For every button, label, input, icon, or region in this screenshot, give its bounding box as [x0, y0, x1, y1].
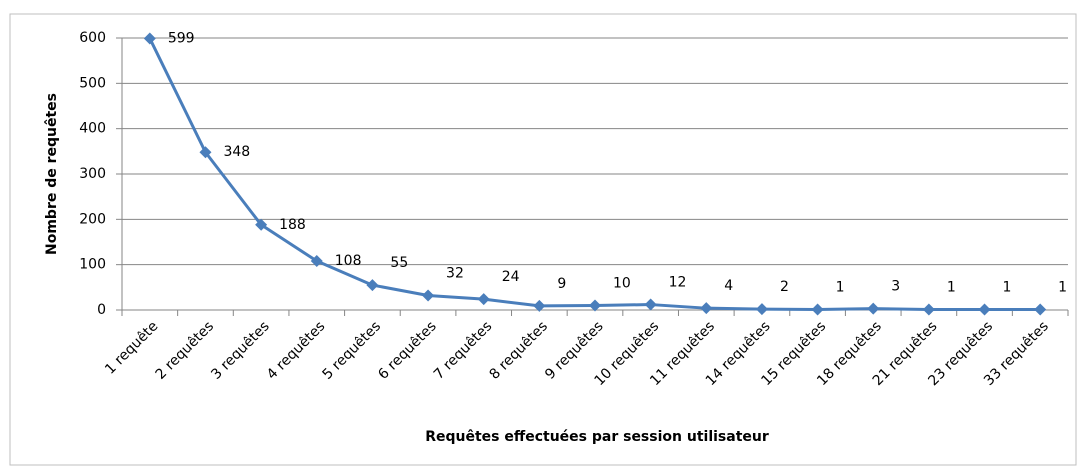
data-label: 599 [168, 30, 195, 46]
data-label: 348 [223, 144, 250, 160]
data-point [422, 289, 435, 302]
data-label: 1 [1003, 280, 1012, 296]
y-tick-label: 500 [79, 75, 106, 91]
data-label: 12 [669, 275, 687, 291]
data-point [310, 255, 323, 268]
data-point [700, 302, 713, 315]
data-point [143, 32, 156, 45]
data-point [533, 299, 546, 312]
y-tick-label: 600 [79, 30, 106, 46]
data-label: 1 [1058, 280, 1067, 296]
y-tick-label: 300 [79, 166, 106, 182]
data-point [1034, 303, 1047, 316]
y-tick-label: 400 [79, 121, 106, 137]
data-point [366, 279, 379, 292]
data-label: 1 [836, 280, 845, 296]
y-axis-title: Nombre de requêtes [44, 93, 60, 255]
data-label: 32 [446, 265, 464, 281]
data-point [867, 302, 880, 315]
data-point [199, 146, 212, 159]
data-point [978, 303, 991, 316]
data-point [644, 298, 657, 311]
y-tick-label: 200 [79, 211, 106, 227]
data-label: 3 [891, 279, 900, 295]
data-label: 188 [279, 217, 306, 233]
data-label: 108 [335, 253, 362, 269]
data-label: 1 [947, 280, 956, 296]
y-tick-label: 0 [97, 302, 106, 318]
data-label: 9 [557, 276, 566, 292]
data-label: 10 [613, 275, 631, 291]
data-point [255, 218, 268, 231]
data-point [589, 299, 601, 312]
data-label: 55 [390, 255, 408, 271]
data-point [477, 293, 490, 306]
data-label: 24 [502, 269, 520, 285]
y-tick-label: 100 [79, 257, 106, 273]
data-point [755, 303, 768, 316]
data-label: 2 [780, 279, 789, 295]
data-point [811, 303, 824, 316]
data-point [922, 303, 935, 316]
data-label: 4 [724, 278, 733, 294]
chart-frame [9, 13, 1077, 466]
x-axis-title: Requêtes effectuées par session utilisat… [425, 429, 769, 445]
